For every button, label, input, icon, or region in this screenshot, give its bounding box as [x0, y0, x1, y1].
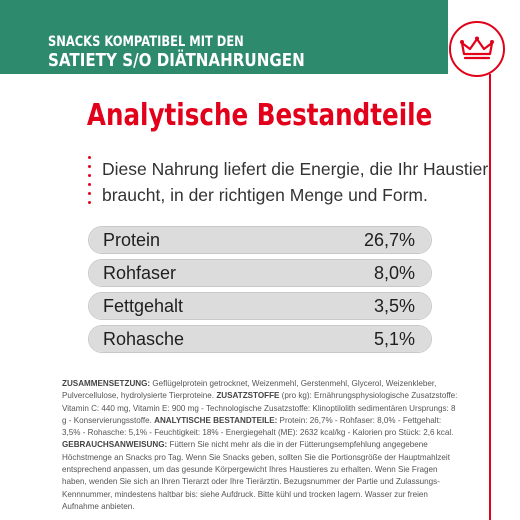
header-banner: SNACKS KOMPATIBEL MIT DEN SATIETY S/O DI… [0, 0, 448, 74]
nutrient-row: Fettgehalt 3,5% [88, 292, 432, 320]
additives-label: ZUSATZSTOFFE [216, 391, 280, 401]
composition-label: ZUSAMMENSETZUNG: [62, 379, 151, 388]
usage-label: GEBRAUCHSANWEISUNG: [62, 440, 168, 450]
nutrient-row: Rohasche 5,1% [88, 325, 432, 353]
usage-text: Füttern Sie nicht mehr als die in der Fü… [62, 440, 450, 511]
nutrient-bar-fill [89, 293, 431, 319]
nutrient-row: Rohfaser 8,0% [88, 259, 432, 287]
nutrient-bar-fill [89, 227, 431, 253]
nutrient-label: Fettgehalt [103, 296, 184, 316]
analytical-text: Protein: 26,7% - Rohfaser: 8,0% - Fettge… [62, 415, 454, 438]
nutrient-label: Protein [103, 230, 161, 250]
nutrient-list: Protein 26,7% Rohfaser 8,0% Fettgehalt 3,5% Ro… [88, 226, 432, 358]
nutrient-row: Protein 26,7% [88, 226, 432, 254]
nutrient-label: Rohasche [103, 329, 185, 349]
nutrient-value: 5,1% [373, 329, 415, 349]
analytical-label: ANALYTISCHE BESTANDTEILE: [154, 415, 278, 425]
header-line-1: SNACKS KOMPATIBEL MIT DEN [48, 34, 244, 50]
additives-text: (pro kg): Ernährungsphysiologische Zusat… [62, 391, 458, 425]
intro-text: Diese Nahrung liefert die Energie, die I… [102, 159, 489, 205]
nutrient-value: 26,7% [363, 230, 415, 250]
side-rule [489, 74, 491, 520]
page-title: Analytische Bestandteile [87, 98, 433, 133]
fineprint: ZUSAMMENSETZUNG: Geflügelprotein getrock… [62, 378, 460, 513]
dotted-divider [88, 156, 91, 204]
nutrient-bar-fill [89, 260, 431, 286]
crown-icon [460, 36, 494, 60]
brand-logo [449, 21, 505, 77]
nutrient-label: Rohfaser [103, 263, 177, 283]
nutrient-bar-fill [89, 326, 431, 352]
composition-text: Geflügelprotein getrocknet, Weizenmehl, … [62, 379, 437, 401]
nutrient-value: 3,5% [373, 296, 415, 316]
nutrient-value: 8,0% [373, 263, 415, 283]
header-line-2: SATIETY S/O DIÄTNAHRUNGEN [48, 50, 305, 71]
